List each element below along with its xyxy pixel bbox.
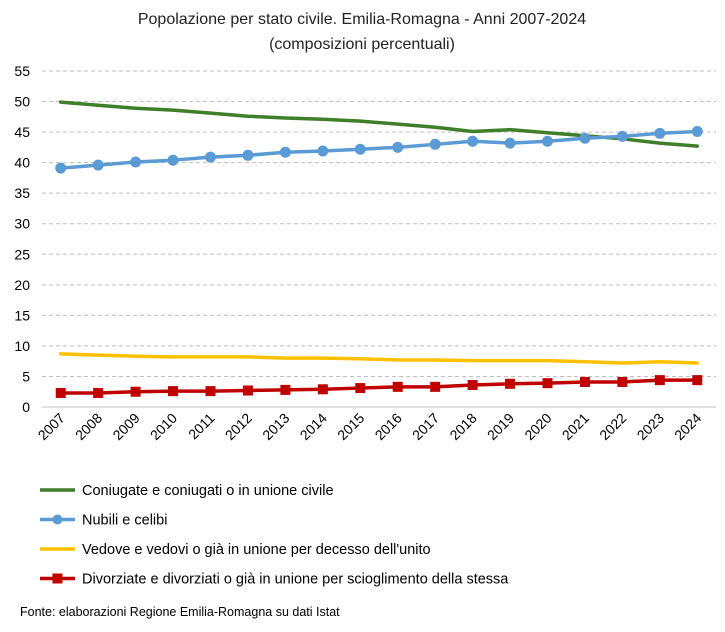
- data-point: [130, 386, 141, 397]
- data-point: [654, 127, 666, 139]
- data-point: [430, 381, 441, 392]
- y-tick-label: 25: [14, 246, 30, 262]
- y-tick-label: 15: [14, 307, 30, 323]
- x-tick-label: 2007: [34, 410, 67, 443]
- data-point: [467, 135, 479, 147]
- y-tick-label: 45: [14, 124, 30, 140]
- legend-item: Vedove e vedovi o già in unione per dece…: [40, 542, 431, 558]
- y-tick-label: 10: [14, 338, 30, 354]
- y-tick-label: 55: [14, 63, 30, 79]
- data-point: [542, 378, 553, 389]
- legend-label: Vedove e vedovi o già in unione per dece…: [82, 542, 431, 558]
- x-tick-label: 2013: [259, 410, 292, 443]
- series-4: [55, 375, 703, 398]
- series-3: [58, 352, 700, 365]
- x-tick-label: 2020: [521, 410, 554, 443]
- y-tick-label: 20: [14, 277, 30, 293]
- y-tick-label: 30: [14, 216, 30, 232]
- legend-label: Divorziate e divorziati o già in unione …: [82, 572, 509, 588]
- series-2: [55, 125, 703, 174]
- legend-item: Coniugate e coniugati o in unione civile: [40, 483, 334, 499]
- legend-label: Coniugate e coniugati o in unione civile: [82, 483, 334, 499]
- y-tick-label: 35: [14, 185, 30, 201]
- series-1: [58, 100, 700, 148]
- x-tick-label: 2022: [596, 410, 629, 443]
- data-point: [692, 375, 703, 386]
- x-tick-label: 2012: [222, 410, 255, 443]
- chart-title: Popolazione per stato civile. Emilia-Rom…: [138, 11, 586, 28]
- data-point: [55, 387, 66, 398]
- data-point: [317, 384, 328, 395]
- data-point: [317, 145, 329, 157]
- gridlines: [42, 70, 716, 408]
- data-point: [616, 130, 628, 142]
- data-point: [355, 383, 366, 394]
- x-tick-label: 2008: [72, 410, 105, 443]
- legend-label: Nubili e celibi: [82, 513, 167, 529]
- data-point: [617, 376, 628, 387]
- x-tick-label: 2014: [297, 410, 330, 443]
- y-tick-label: 50: [14, 94, 30, 110]
- chart-subtitle: (composizioni percentuali): [269, 36, 455, 53]
- series-line: [58, 100, 700, 148]
- legend-item: Divorziate e divorziati o già in unione …: [40, 572, 509, 588]
- data-point: [542, 135, 553, 147]
- data-point: [505, 378, 516, 389]
- x-tick-label: 2009: [109, 410, 142, 443]
- x-tick-label: 2024: [671, 410, 704, 443]
- x-tick-label: 2019: [484, 410, 517, 443]
- series-group: [55, 100, 703, 398]
- series-line: [58, 129, 700, 170]
- data-point: [504, 137, 516, 149]
- data-point: [93, 387, 104, 398]
- data-point: [280, 384, 291, 395]
- y-tick-label: 5: [22, 368, 30, 384]
- data-point: [242, 149, 254, 161]
- data-point: [392, 381, 403, 392]
- data-point: [691, 125, 703, 137]
- x-tick-label: 2015: [334, 410, 367, 443]
- x-tick-label: 2011: [185, 410, 218, 443]
- x-tick-label: 2021: [559, 410, 592, 443]
- data-point: [167, 154, 179, 166]
- y-axis-ticks: 0 5 10 15 20 25 30 35 40 45 50 55: [14, 63, 30, 415]
- data-point: [429, 138, 441, 150]
- data-point: [354, 143, 366, 155]
- data-point: [205, 151, 216, 163]
- series-line: [58, 378, 700, 395]
- x-tick-label: 2016: [371, 410, 404, 443]
- data-point: [579, 376, 590, 387]
- data-point: [205, 386, 216, 397]
- legend-marker: [52, 573, 63, 584]
- data-point: [467, 380, 478, 391]
- data-point: [92, 159, 104, 171]
- x-axis-ticks: 2007 2008 2009 2010 2011 2012 2013 2014 2015 2016…: [34, 410, 704, 443]
- data-point: [130, 156, 142, 168]
- source-note: Fonte: elaborazioni Regione Emilia-Romag…: [20, 605, 340, 619]
- data-point: [55, 162, 67, 174]
- x-tick-label: 2010: [147, 410, 180, 443]
- x-tick-label: 2018: [446, 410, 479, 443]
- x-tick-label: 2023: [634, 410, 667, 443]
- legend: Coniugate e coniugati o in unione civile…: [40, 483, 509, 588]
- series-line: [58, 352, 700, 365]
- data-point: [168, 386, 179, 397]
- legend-marker: [52, 514, 63, 525]
- x-tick-label: 2017: [409, 410, 442, 443]
- data-point: [579, 132, 591, 144]
- data-point: [654, 375, 665, 386]
- y-tick-label: 0: [22, 399, 30, 415]
- data-point: [392, 141, 404, 153]
- legend-item: Nubili e celibi: [40, 513, 167, 529]
- data-point: [242, 385, 253, 396]
- data-point: [279, 146, 291, 158]
- y-tick-label: 40: [14, 155, 30, 171]
